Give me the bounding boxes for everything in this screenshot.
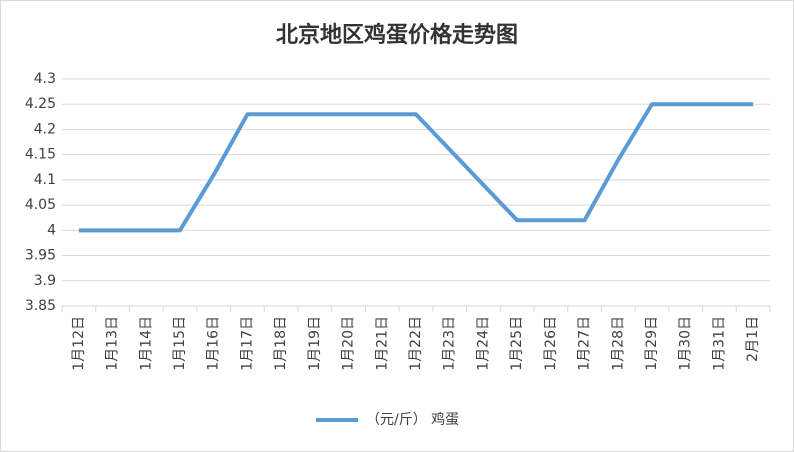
- x-tick-label: 1月17日: [239, 316, 255, 371]
- x-tick-label: 1月25日: [509, 316, 525, 371]
- x-tick-label: 1月20日: [341, 316, 357, 371]
- y-tick-label: 4.3: [34, 71, 56, 87]
- x-tick-label: 1月30日: [678, 316, 694, 371]
- y-tick-label: 4.2: [34, 121, 56, 137]
- x-tick-label: 2月1日: [745, 316, 761, 362]
- x-tick-label: 1月18日: [273, 316, 289, 371]
- x-tick-label: 1月12日: [71, 316, 87, 371]
- x-tick-label: 1月16日: [206, 316, 222, 371]
- chart-title: 北京地区鸡蛋价格走势图: [276, 22, 518, 48]
- legend-label: （元/斤） 鸡蛋: [366, 411, 459, 428]
- y-tick-label: 3.95: [25, 248, 56, 264]
- y-tick-label: 3.85: [25, 298, 56, 314]
- y-tick-label: 3.9: [34, 273, 56, 289]
- x-tick-label: 1月23日: [442, 316, 458, 371]
- y-tick-label: 4: [47, 222, 56, 238]
- x-tick-label: 1月19日: [307, 316, 323, 371]
- y-tick-label: 4.1: [34, 172, 56, 188]
- x-tick-label: 1月15日: [172, 316, 188, 371]
- y-tick-label: 4.25: [25, 96, 56, 112]
- x-tick-label: 1月24日: [475, 316, 491, 371]
- y-tick-label: 4.05: [25, 197, 56, 213]
- x-tick-label: 1月22日: [408, 316, 424, 371]
- y-tick-label: 4.15: [25, 147, 56, 163]
- x-tick-label: 1月27日: [577, 316, 593, 371]
- x-tick-label: 1月29日: [644, 316, 660, 371]
- x-tick-label: 1月26日: [543, 316, 559, 371]
- x-tick-label: 1月14日: [138, 316, 154, 371]
- x-tick-label: 1月31日: [711, 316, 727, 371]
- x-tick-label: 1月13日: [105, 316, 121, 371]
- series-line: [78, 102, 754, 233]
- x-tick-label: 1月28日: [610, 316, 626, 371]
- x-tick-label: 1月21日: [374, 316, 390, 371]
